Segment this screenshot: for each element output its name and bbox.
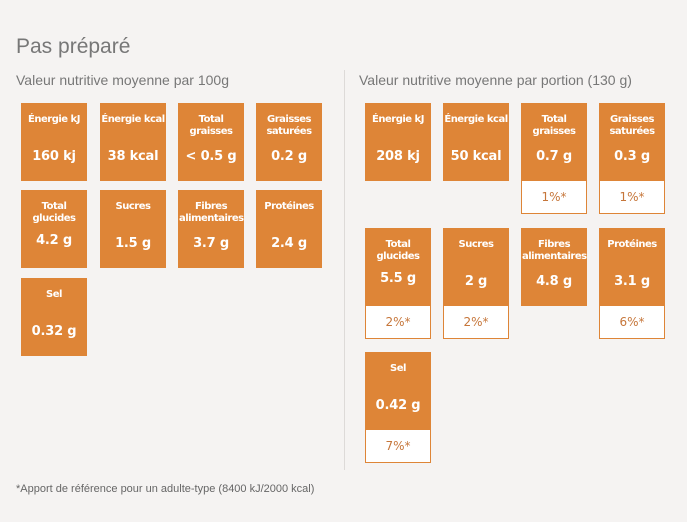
tile-value: 160 kj xyxy=(32,149,76,164)
tile-value: 50 kcal xyxy=(450,149,502,164)
tile-value: 0.2 g xyxy=(271,149,307,164)
tile-label: Total glucides xyxy=(32,201,76,224)
page-title: Pas préparé xyxy=(16,35,131,58)
tile-label: Énergie kcal xyxy=(444,114,508,125)
tile-portion-fibre: Fibres alimentaires 4.8 g xyxy=(521,228,587,306)
pct-portion-total-fat: 1%* xyxy=(521,181,587,214)
pct-portion-saturated-fat: 1%* xyxy=(599,181,665,214)
tile-portion-salt: Sel 0.42 g xyxy=(365,352,431,430)
tile-value: 208 kj xyxy=(376,149,420,164)
tile-value: 5.5 g xyxy=(380,271,416,286)
tile-label: Énergie kJ xyxy=(28,114,80,125)
tile-label: Graisses saturées xyxy=(266,114,312,137)
tile-value: 0.3 g xyxy=(614,149,650,164)
tile-value: 38 kcal xyxy=(107,149,159,164)
tile-label: Énergie kcal xyxy=(101,114,165,125)
tile-label: Fibres alimentaires xyxy=(179,201,244,224)
tile-label: Sucres xyxy=(458,239,494,250)
tile-label: Sel xyxy=(390,363,406,374)
column-divider xyxy=(344,70,345,470)
tile-value: 1.5 g xyxy=(115,236,151,251)
tile-value: 4.8 g xyxy=(536,274,572,289)
tile-per100-energy-kj: Énergie kJ 160 kj xyxy=(21,103,87,181)
tile-label: Graisses saturées xyxy=(609,114,655,137)
tile-per100-total-fat: Total graisses < 0.5 g xyxy=(178,103,244,181)
pct-portion-protein: 6%* xyxy=(599,306,665,339)
tile-value: 2.4 g xyxy=(271,236,307,251)
tile-label: Protéines xyxy=(264,201,314,212)
tile-label: Fibres alimentaires xyxy=(522,239,587,262)
tile-per100-saturated-fat: Graisses saturées 0.2 g xyxy=(256,103,322,181)
tile-portion-saturated-fat: Graisses saturées 0.3 g xyxy=(599,103,665,181)
footnote: *Apport de référence pour un adulte-type… xyxy=(16,483,315,495)
tile-portion-energy-kcal: Énergie kcal 50 kcal xyxy=(443,103,509,181)
tile-per100-carbs: Total glucides 4.2 g xyxy=(21,190,87,268)
tile-value: 0.32 g xyxy=(31,324,77,339)
tile-value: 0.7 g xyxy=(536,149,572,164)
tile-label: Sucres xyxy=(115,201,151,212)
tile-portion-energy-kj: Énergie kJ 208 kj xyxy=(365,103,431,181)
tile-per100-salt: Sel 0.32 g xyxy=(21,278,87,356)
tile-per100-protein: Protéines 2.4 g xyxy=(256,190,322,268)
tile-value: 4.2 g xyxy=(36,233,72,248)
tile-label: Total graisses xyxy=(532,114,576,137)
tile-value: < 0.5 g xyxy=(185,149,237,164)
pct-portion-salt: 7%* xyxy=(365,430,431,463)
tile-label: Protéines xyxy=(607,239,657,250)
pct-portion-sugars: 2%* xyxy=(443,306,509,339)
tile-label: Total glucides xyxy=(376,239,420,262)
per-100g-heading: Valeur nutritive moyenne par 100g xyxy=(16,72,229,88)
tile-value: 2 g xyxy=(464,274,488,289)
tile-per100-sugars: Sucres 1.5 g xyxy=(100,190,166,268)
tile-value: 3.7 g xyxy=(193,236,229,251)
tile-value: 0.42 g xyxy=(375,398,421,413)
tile-label: Sel xyxy=(46,289,62,300)
tile-per100-energy-kcal: Énergie kcal 38 kcal xyxy=(100,103,166,181)
tile-portion-total-fat: Total graisses 0.7 g xyxy=(521,103,587,181)
tile-portion-carbs: Total glucides 5.5 g xyxy=(365,228,431,306)
tile-label: Énergie kJ xyxy=(372,114,424,125)
pct-portion-carbs: 2%* xyxy=(365,306,431,339)
tile-portion-sugars: Sucres 2 g xyxy=(443,228,509,306)
tile-value: 3.1 g xyxy=(614,274,650,289)
tile-per100-fibre: Fibres alimentaires 3.7 g xyxy=(178,190,244,268)
per-portion-heading: Valeur nutritive moyenne par portion (13… xyxy=(359,72,632,88)
tile-label: Total graisses xyxy=(189,114,233,137)
tile-portion-protein: Protéines 3.1 g xyxy=(599,228,665,306)
